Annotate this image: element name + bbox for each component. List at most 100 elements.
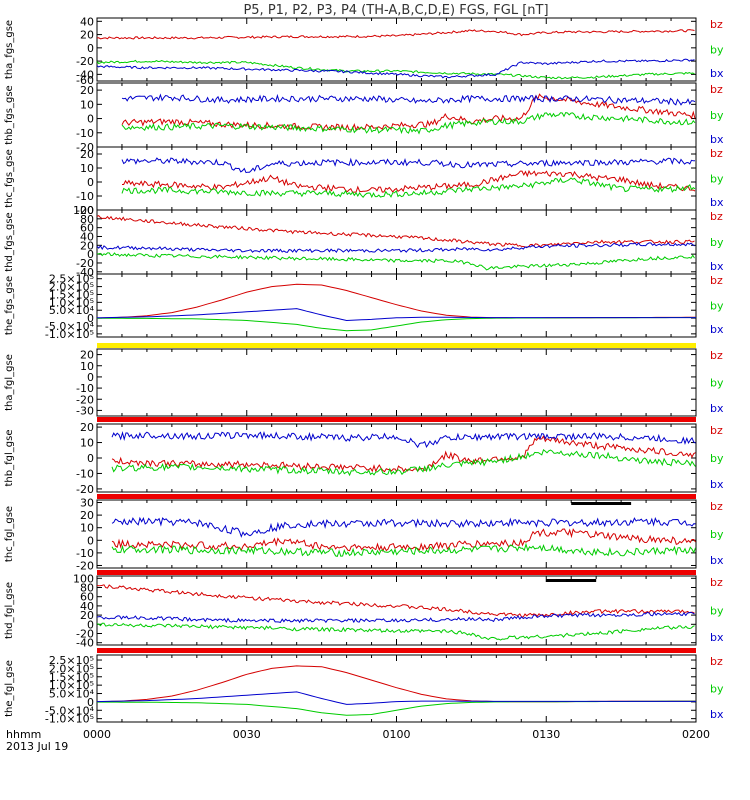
y-tick-label: -30 <box>76 404 94 417</box>
plot-title: P5, P1, P2, P3, P4 (TH-A,B,C,D,E) FGS, F… <box>243 3 548 18</box>
x-tick-label: 0200 <box>682 728 710 741</box>
time-format-label: hhmm <box>6 728 41 741</box>
y-tick-label: -40 <box>76 68 94 81</box>
y-tick-label: 20 <box>80 509 94 522</box>
panel-frame <box>96 273 697 338</box>
status-bar <box>97 343 696 348</box>
y-tick-label: 0 <box>87 534 94 547</box>
series-bz <box>111 435 696 473</box>
series-bx <box>96 308 696 322</box>
component-label-by: by <box>710 452 724 465</box>
panel-frame <box>96 348 697 417</box>
y-tick-label: 1.0×10⁵ <box>49 679 94 692</box>
series-bz <box>122 169 696 193</box>
y-tick-label: 20 <box>80 609 94 622</box>
status-bar <box>97 494 696 499</box>
panel-the_fgs_gse: 2.5×10⁵2.0×10⁵1.5×10⁵1.0×10⁵5.0×10⁴0-5.0… <box>4 273 724 341</box>
component-label-bz: bz <box>710 655 723 668</box>
series-by <box>96 252 695 271</box>
y-tick-label: 80 <box>80 213 94 226</box>
y-tick-label: -20 <box>76 257 94 270</box>
series-bx <box>96 691 696 705</box>
y-tick-label: 10 <box>80 437 94 450</box>
y-tick-label: -1.0×10⁵ <box>45 328 94 341</box>
y-tick-label: 30 <box>80 497 94 510</box>
y-tick-label: 40 <box>80 15 94 28</box>
series-bx <box>111 516 696 538</box>
component-label-bz: bz <box>710 274 723 287</box>
component-label-bx: bx <box>710 196 724 209</box>
y-axis-label: thb_fgl_gse <box>4 430 15 487</box>
component-label-by: by <box>710 236 724 249</box>
series-bx <box>96 611 695 624</box>
y-tick-label: 100 <box>73 204 94 217</box>
component-label-bz: bz <box>710 424 723 437</box>
component-label-bx: bx <box>710 708 724 721</box>
component-label-bx: bx <box>710 402 724 415</box>
y-tick-label: 0 <box>87 371 94 384</box>
y-tick-label: -20 <box>76 393 94 406</box>
component-label-bx: bx <box>710 631 724 644</box>
series-bx <box>96 242 695 254</box>
component-label-bx: bx <box>710 67 724 80</box>
panel-frame <box>96 146 697 211</box>
x-tick-label: 0130 <box>532 728 560 741</box>
y-tick-label: -20 <box>76 483 94 496</box>
y-tick-label: -60 <box>76 74 94 87</box>
y-tick-label: 2.0×10⁵ <box>49 281 94 294</box>
status-bar <box>97 570 696 575</box>
y-tick-label: 20 <box>80 148 94 161</box>
y-tick-label: -20 <box>76 55 94 68</box>
series-bx <box>121 157 696 174</box>
component-label-bx: bx <box>710 133 724 146</box>
component-label-bz: bz <box>710 83 723 96</box>
y-tick-label: -20 <box>76 559 94 572</box>
y-tick-label: -40 <box>76 266 94 279</box>
date-label: 2013 Jul 19 <box>6 740 68 753</box>
series-by <box>96 59 695 80</box>
y-tick-label: 5.0×10⁴ <box>49 688 95 701</box>
y-axis-label: thd_fgs_gse <box>4 212 15 271</box>
y-tick-label: -5.0×10⁴ <box>45 320 95 333</box>
component-label-by: by <box>710 377 724 390</box>
x-tick-label: 0000 <box>83 728 111 741</box>
y-tick-label: 2.0×10⁵ <box>49 662 94 675</box>
y-tick-label: 1.5×10⁵ <box>49 671 94 684</box>
y-tick-label: 60 <box>80 591 94 604</box>
component-label-bz: bz <box>710 576 723 589</box>
component-label-bz: bz <box>710 18 723 31</box>
y-tick-label: 20 <box>80 84 94 97</box>
series-by <box>111 448 696 477</box>
y-tick-label: 1.0×10⁵ <box>49 296 94 309</box>
series-bz <box>96 29 695 40</box>
component-label-by: by <box>710 605 724 618</box>
component-label-by: by <box>710 109 724 122</box>
y-tick-label: 20 <box>80 239 94 252</box>
y-tick-label: -40 <box>76 637 94 650</box>
panel-frame <box>96 82 697 148</box>
component-label-bz: bz <box>710 349 723 362</box>
y-tick-label: 0 <box>87 42 94 55</box>
component-label-by: by <box>710 528 724 541</box>
series-bz <box>96 283 696 319</box>
x-tick-label: 0030 <box>233 728 261 741</box>
series-by <box>97 317 696 332</box>
y-tick-label: 20 <box>80 29 94 42</box>
y-tick-label: 5.0×10⁴ <box>49 304 95 317</box>
component-label-by: by <box>710 300 724 313</box>
y-tick-label: -20 <box>76 141 94 154</box>
y-tick-label: -10 <box>76 382 94 395</box>
component-label-bx: bx <box>710 260 724 273</box>
panel-the_fgl_gse: 2.5×10⁵2.0×10⁵1.5×10⁵1.0×10⁵5.0×10⁴0-5.0… <box>4 654 724 726</box>
series-bz <box>96 584 695 618</box>
y-tick-label: 0 <box>87 618 94 631</box>
series-bz <box>111 528 696 553</box>
y-tick-label: 10 <box>80 98 94 111</box>
